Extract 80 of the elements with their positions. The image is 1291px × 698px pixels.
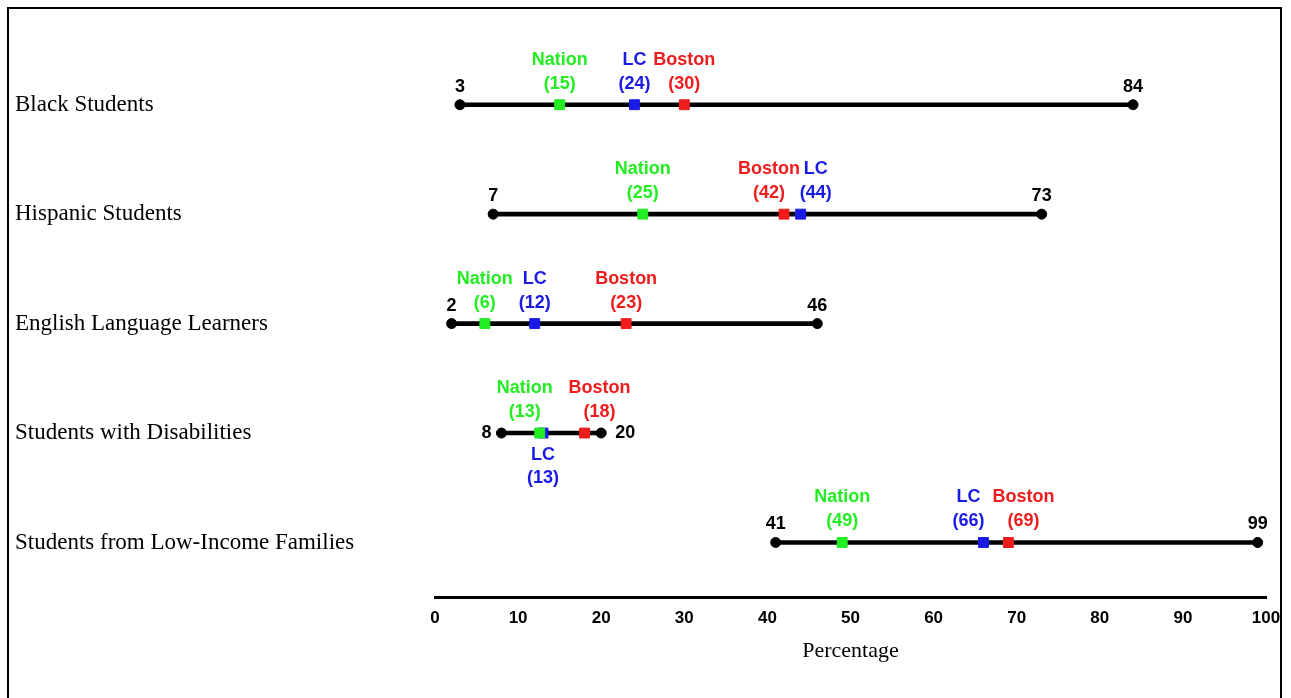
y-tick-label: English Language Learners [15,309,268,335]
x-tick-label: 90 [1173,608,1193,628]
data-label: 7 [488,185,499,206]
series-label: LC [531,444,556,465]
point [770,536,782,548]
y-tick-label: Black Students [15,90,154,116]
point [479,318,491,330]
text: Boston [653,48,716,69]
series-label: Nation [496,377,553,398]
text: LC [956,486,981,507]
text: Boston [738,158,801,179]
point [487,208,499,220]
x-tick-label: 70 [1007,608,1027,628]
y-tick-label: Students from Low-Income Families [15,528,355,554]
data-label: (44) [799,182,832,203]
data-label: (6) [473,291,496,312]
data-label: 8 [481,422,492,443]
x-tick-label: 80 [1090,608,1110,628]
text: LC [803,158,828,179]
x-tick-label: 10 [508,608,528,628]
x-tick-label: 60 [924,608,944,628]
point [446,318,458,330]
point [628,99,640,111]
data-label: (30) [668,72,701,93]
data-label: (66) [952,510,985,531]
data-label: (49) [826,510,859,531]
text: Nation [814,486,871,507]
data-label: (23) [610,291,643,312]
data-label: 20 [615,422,636,443]
data-label: 99 [1247,513,1268,534]
data-label: 3 [454,75,465,96]
x-tick-label: 20 [591,608,611,628]
x-tick-label: 50 [841,608,860,628]
text: LC [622,48,647,69]
x-axis-title: Percentage [802,636,899,662]
text: Nation [456,267,513,288]
x-tick-label: 0 [430,608,440,628]
point [454,99,466,111]
data-label: (12) [518,291,551,312]
x-tick-label: 100 [1251,608,1281,628]
data-label: (18) [583,401,616,422]
point [1002,537,1014,548]
y-tick-label: Students with Disabilities [15,419,252,445]
text: Nation [614,158,671,179]
data-label: 46 [807,294,828,315]
x-tick-label: 40 [757,608,777,628]
point [579,427,591,439]
data-label: (24) [618,72,651,93]
data-label: 41 [765,513,786,534]
data-label: (15) [543,72,576,93]
data-label: (13) [508,401,541,422]
text: Nation [531,48,588,69]
data-label: (25) [626,182,659,203]
point [554,99,566,111]
point [637,208,649,220]
series-label: Boston [568,377,631,398]
point [529,318,541,330]
text: LC [522,267,547,288]
point [836,537,848,548]
data-label: 2 [446,294,457,315]
point [1252,536,1264,548]
y-tick-label: Hispanic Students [15,200,182,226]
data-label: 84 [1123,75,1144,96]
x-tick-label: 30 [674,608,694,628]
point [811,318,823,330]
point [978,537,989,548]
text: Boston [992,486,1055,507]
point [678,99,690,111]
point [620,318,632,330]
point [495,427,507,439]
data-label: (69) [1007,510,1040,531]
data-label: (42) [753,182,786,203]
data-label: (13) [527,467,560,488]
text: Boston [595,267,658,288]
point [795,208,807,220]
data-label: 73 [1031,185,1052,206]
point [595,427,607,439]
point [1127,99,1139,111]
point [1036,208,1048,220]
point [778,208,790,220]
